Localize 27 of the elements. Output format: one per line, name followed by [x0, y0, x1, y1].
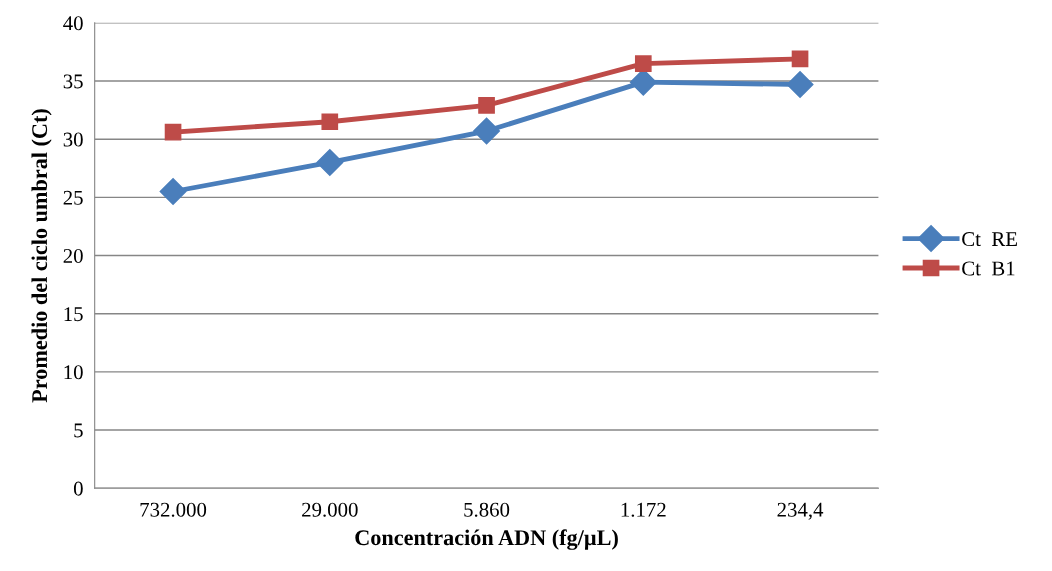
y-tick-label: 40	[63, 16, 83, 31]
y-tick-label: 0	[73, 481, 83, 496]
x-tick-label: 234,4	[777, 502, 824, 520]
legend-label: Ct B1	[962, 261, 1015, 276]
x-tick-label: 29.000	[302, 502, 358, 517]
y-tick-label: 10	[64, 365, 83, 380]
y-tick-label: 15	[64, 307, 83, 322]
x-axis-title: Concentración ADN (fg/µL)	[355, 529, 618, 550]
point	[321, 113, 339, 131]
x-tick-label: 1.172	[621, 502, 666, 517]
x-tick-label: 5.860	[464, 502, 510, 517]
y-tick-label: 30	[63, 132, 83, 147]
y-axis-title: Promedio del ciclo umbral (Ct)	[31, 109, 52, 403]
point	[791, 50, 809, 68]
point	[786, 71, 814, 98]
y-tick-label: 35	[63, 74, 83, 89]
x-tick-label: 732.000	[140, 502, 207, 517]
point	[473, 117, 501, 145]
point	[634, 55, 652, 72]
point	[159, 178, 187, 205]
y-tick-label: 20	[63, 248, 83, 263]
point	[478, 97, 495, 114]
point	[164, 123, 182, 141]
y-tick-label: 5	[74, 423, 83, 438]
point	[316, 148, 344, 176]
y-tick-label: 25	[63, 190, 83, 205]
legend-label: Ct RE	[962, 232, 1017, 247]
